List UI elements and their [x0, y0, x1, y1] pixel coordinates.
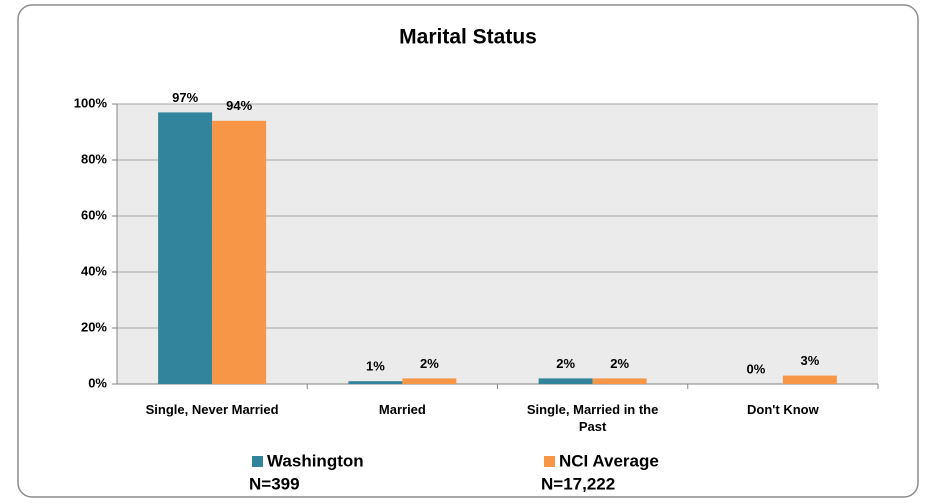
bar [158, 112, 213, 385]
legend-swatch [252, 456, 263, 467]
x-tick-label-box: Married [378, 402, 426, 417]
data-label: 2% [420, 356, 439, 371]
y-tick-label: 80% [81, 151, 107, 166]
bar [538, 378, 593, 384]
bar [782, 375, 837, 384]
y-tick-label: 40% [81, 263, 107, 278]
bar [402, 378, 457, 384]
data-label: 3% [800, 353, 819, 368]
data-label: 0% [746, 361, 765, 376]
data-label: 1% [366, 359, 385, 374]
bar [592, 378, 647, 384]
legend-n: N=399 [249, 474, 300, 493]
chart-title: Marital Status [399, 26, 537, 49]
x-tick-label-box: Single, Married in the Past [526, 402, 659, 434]
data-label: 94% [226, 98, 252, 113]
y-tick-label: 60% [81, 207, 107, 222]
data-label: 2% [610, 356, 629, 371]
bar [348, 381, 403, 384]
x-tick-label-box: Don't Know [747, 402, 819, 417]
y-tick-label: 100% [74, 95, 108, 110]
legend-n: N=17,222 [541, 474, 615, 493]
bar [212, 120, 267, 385]
x-tick-label: Don't Know [747, 402, 819, 417]
x-tick-label: Single, Never Married [145, 402, 279, 417]
legend-label: NCI Average [559, 451, 659, 470]
data-label: 2% [556, 356, 575, 371]
x-tick-label: Single, Married in the Past [526, 402, 659, 434]
legend-label: Washington [267, 451, 364, 470]
data-label: 97% [172, 90, 198, 105]
x-tick-label-box: Single, Never Married [145, 402, 279, 417]
legend-swatch [544, 456, 555, 467]
y-tick-label: 0% [88, 375, 107, 390]
x-tick-label: Married [378, 402, 426, 417]
y-tick-label: 20% [81, 319, 107, 334]
